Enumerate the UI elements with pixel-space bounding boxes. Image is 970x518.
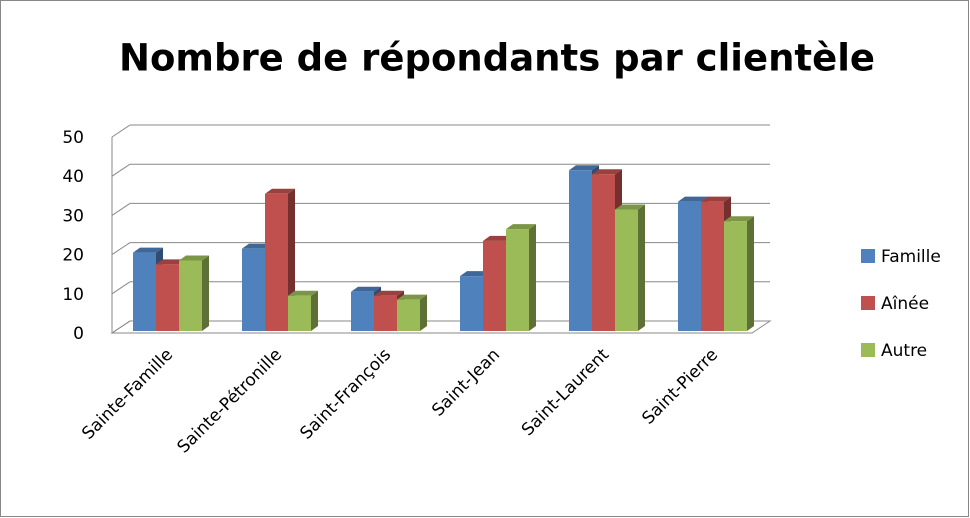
bar-face — [179, 260, 202, 331]
grid-line — [111, 124, 131, 138]
bar-face — [420, 294, 427, 331]
legend-swatch — [861, 249, 875, 263]
bar-face — [242, 243, 272, 249]
bar-face — [592, 169, 622, 175]
bar-face — [351, 286, 381, 292]
bar-face — [506, 229, 529, 331]
bar — [179, 255, 209, 331]
bar-face — [397, 294, 427, 300]
bar-face — [397, 299, 420, 331]
bar-face — [133, 247, 163, 253]
grid-line — [111, 202, 131, 216]
legend-label: Autre — [881, 341, 927, 361]
bar-face — [133, 252, 156, 331]
bar-face — [615, 204, 645, 210]
bar-face — [460, 271, 490, 277]
bar-face — [569, 165, 599, 171]
bar-face — [483, 235, 513, 241]
bar-face — [374, 290, 404, 296]
grid-line — [111, 163, 131, 177]
bar-face — [678, 196, 708, 202]
bar-face — [288, 290, 318, 296]
legend-label: Famille — [881, 247, 941, 267]
y-tick-label: 0 — [73, 324, 84, 344]
y-tick-label: 10 — [62, 285, 84, 305]
bar-face — [242, 248, 265, 331]
bar-face — [265, 188, 295, 194]
bar-face — [351, 291, 374, 331]
bar-face — [724, 221, 747, 331]
bar-face — [592, 174, 615, 331]
y-tick-label: 50 — [62, 128, 84, 148]
bar-face — [202, 255, 209, 331]
bar-face — [569, 170, 592, 331]
grid-line — [111, 320, 131, 334]
bar — [288, 290, 318, 331]
bar-face — [701, 196, 731, 202]
bar-face — [156, 259, 186, 265]
bar-face — [460, 276, 483, 331]
legend-swatch — [861, 343, 875, 357]
bar-face — [701, 201, 724, 331]
y-tick-label: 20 — [62, 246, 84, 266]
y-tick-label: 40 — [62, 167, 84, 187]
y-tick-label: 30 — [62, 206, 84, 226]
bar-face — [311, 290, 318, 331]
legend-swatch — [861, 296, 875, 310]
bar-face — [678, 201, 701, 331]
bar-face — [265, 193, 288, 331]
bar-face — [156, 264, 179, 331]
bar-face — [483, 240, 506, 331]
bar-face — [638, 204, 645, 331]
chart-title: Nombre de répondants par clientèle — [119, 37, 875, 80]
bar-face — [179, 255, 209, 261]
legend-label: Aînée — [881, 294, 929, 314]
grid-line — [111, 281, 131, 295]
bar-face — [724, 216, 754, 222]
bar-face — [288, 295, 311, 331]
bar-face — [615, 209, 638, 331]
bar-face — [529, 224, 536, 331]
bar — [506, 224, 536, 331]
bar — [397, 294, 427, 331]
bar-face — [374, 295, 397, 331]
bar — [724, 216, 754, 331]
grid-line — [111, 242, 131, 256]
bar — [615, 204, 645, 331]
bar-face — [747, 216, 754, 331]
bar-face — [506, 224, 536, 230]
